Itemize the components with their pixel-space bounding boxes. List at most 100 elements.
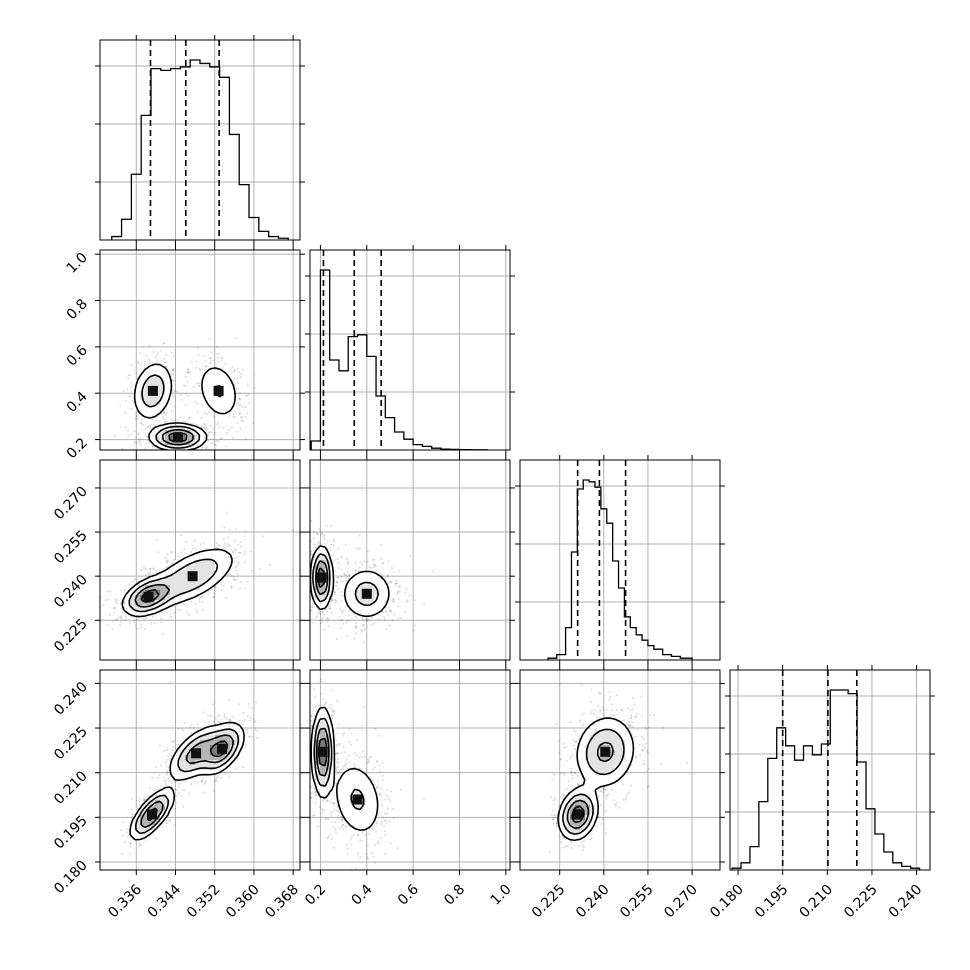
scatter-point: [337, 814, 340, 817]
scatter-point: [197, 353, 200, 356]
scatter-point: [138, 841, 141, 844]
scatter-point: [191, 547, 194, 550]
scatter-point: [130, 615, 133, 618]
density-cell: [205, 770, 211, 776]
scatter-point: [173, 780, 176, 783]
scatter-point: [210, 714, 213, 717]
contour-level-0: [129, 721, 245, 841]
density-cell: [370, 610, 376, 616]
scatter-point: [397, 570, 400, 573]
scatter-point: [254, 720, 257, 723]
scatter-point: [330, 599, 333, 602]
scatter-point: [201, 446, 204, 449]
density-cell: [165, 575, 171, 581]
scatter-point: [218, 714, 221, 717]
density-cell: [375, 605, 381, 611]
density-cell: [315, 550, 321, 556]
panel-3-1: 0.2 0.4 0.6 0.8 1.0: [302, 665, 515, 909]
density-cell: [200, 770, 206, 776]
scatter-point: [170, 754, 173, 757]
density-cell: [220, 755, 226, 761]
scatter-point: [160, 617, 163, 620]
density-cell: [140, 600, 146, 606]
density-cell: [195, 770, 201, 776]
scatter-point: [133, 619, 136, 622]
scatter-point: [336, 561, 339, 564]
scatter-point: [130, 797, 133, 800]
scatter-point: [337, 566, 340, 569]
scatter-point: [335, 769, 338, 772]
scatter-point: [183, 548, 186, 550]
scatter-point: [196, 402, 199, 405]
scatter-point: [238, 397, 241, 400]
scatter-point: [177, 555, 180, 558]
density-cell: [200, 745, 206, 751]
scatter-point: [214, 589, 217, 592]
density-cell: [385, 590, 391, 596]
panel-1-1: [305, 245, 515, 455]
scatter-point: [165, 765, 168, 768]
scatter-point: [355, 754, 358, 757]
scatter-point: [234, 579, 236, 581]
scatter-point: [322, 613, 325, 616]
density-cell: [155, 370, 161, 376]
scatter-point: [186, 380, 189, 383]
density-cell: [180, 580, 186, 586]
scatter-point: [316, 532, 319, 535]
density-cell: [175, 755, 181, 761]
density-cell: [320, 550, 326, 556]
density-cell: [155, 575, 161, 581]
scatter-point: [132, 580, 135, 583]
scatter-point: [246, 580, 249, 583]
density-cell: [370, 605, 376, 611]
scatter-point: [269, 564, 272, 567]
scatter-point: [405, 588, 408, 591]
scatter-point: [331, 810, 334, 813]
scatter-point: [338, 615, 341, 618]
scatter-point: [170, 615, 172, 618]
density-cell: [145, 410, 151, 416]
scatter-point: [335, 809, 338, 812]
density-cell: [205, 730, 211, 736]
density-cell: [165, 790, 171, 796]
scatter-point: [147, 446, 150, 449]
scatter-point: [383, 616, 386, 619]
density-cell: [205, 755, 211, 761]
scatter-point: [353, 619, 356, 622]
scatter-point: [340, 825, 343, 828]
scatter-point: [342, 622, 345, 625]
scatter-point: [196, 611, 199, 614]
scatter-point: [336, 581, 339, 584]
scatter-point: [328, 605, 331, 608]
scatter-point: [211, 703, 214, 706]
scatter-point: [395, 585, 398, 588]
scatter-point: [135, 436, 137, 439]
scatter-point: [223, 715, 226, 718]
scatter-point: [337, 587, 340, 590]
scatter-point: [175, 801, 177, 804]
scatter-point: [326, 617, 329, 620]
density-cell: [225, 565, 231, 571]
scatter-point: [398, 585, 401, 588]
scatter-point: [340, 600, 343, 603]
scatter-point: [172, 419, 174, 422]
panel-content-2-0: [100, 511, 295, 636]
scatter-point: [212, 438, 215, 441]
scatter-point: [129, 842, 132, 845]
scatter-point: [233, 377, 236, 380]
scatter-point: [212, 415, 215, 418]
density-cell: [155, 805, 161, 811]
scatter-point: [140, 363, 143, 366]
scatter-point: [213, 592, 216, 595]
scatter-point: [235, 430, 238, 433]
scatter-point: [307, 763, 309, 765]
scatter-point: [385, 627, 388, 630]
density-cell: [230, 750, 236, 756]
scatter-point: [327, 619, 330, 622]
density-cell: [345, 590, 351, 596]
density-cell: [150, 795, 156, 801]
scatter-point: [138, 845, 140, 848]
scatter-point: [336, 557, 339, 560]
density-cell: [140, 610, 146, 616]
scatter-point: [165, 361, 168, 364]
